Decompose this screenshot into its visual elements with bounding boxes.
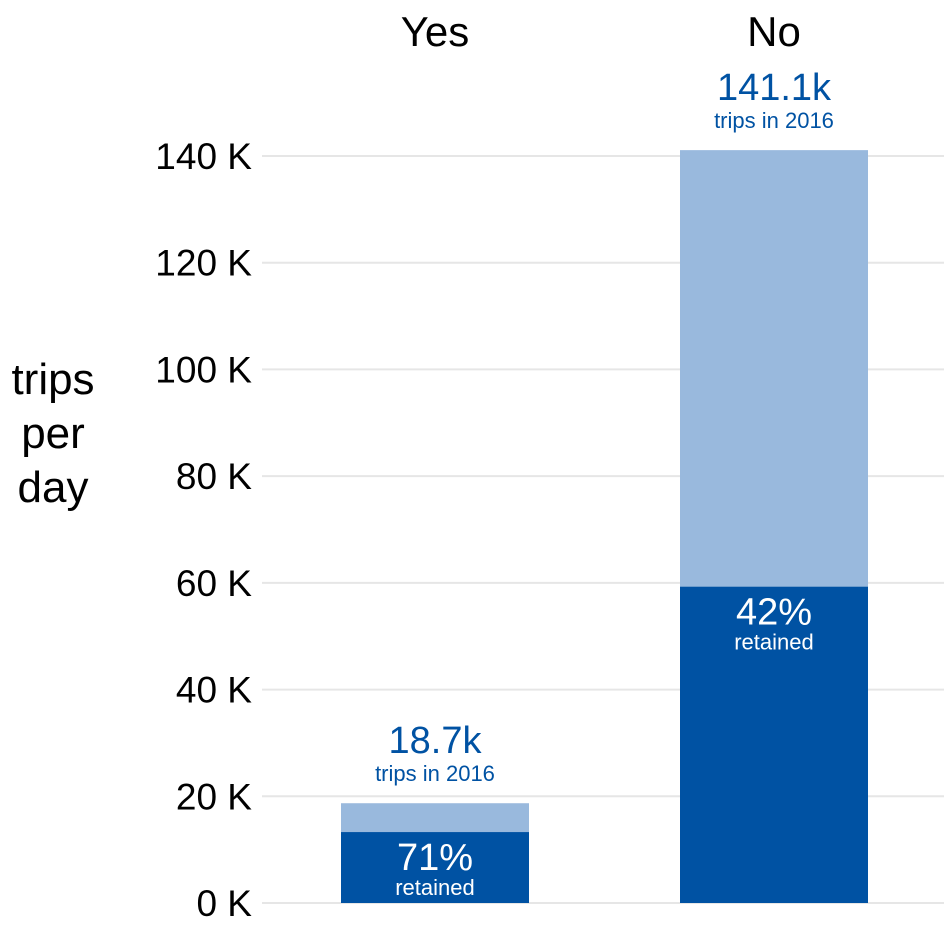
retained-sub-label: retained xyxy=(395,875,475,900)
y-tick-label: 40 K xyxy=(176,670,252,711)
bar-retained-segment xyxy=(680,586,868,903)
y-tick-label: 80 K xyxy=(176,456,252,497)
total-value-label: 18.7k xyxy=(389,720,483,762)
bar-remaining-segment xyxy=(680,150,868,587)
total-sub-label: trips in 2016 xyxy=(714,108,834,133)
retained-sub-label: retained xyxy=(734,630,814,655)
y-axis-label-line-1: trips xyxy=(11,355,94,404)
y-tick-label: 140 K xyxy=(155,136,252,177)
bar-remaining-segment xyxy=(341,803,529,833)
category-labels: Yes No xyxy=(401,8,801,55)
bars xyxy=(341,150,868,903)
total-sub-label: trips in 2016 xyxy=(375,761,495,786)
y-tick-label: 120 K xyxy=(155,243,252,284)
retained-percent-label: 71% xyxy=(397,837,473,879)
y-tick-label: 0 K xyxy=(196,883,252,924)
category-label: No xyxy=(747,8,801,55)
y-tick-label: 20 K xyxy=(176,776,252,817)
category-label: Yes xyxy=(401,8,470,55)
total-value-label: 141.1k xyxy=(717,67,832,109)
y-axis-label-line-2: per xyxy=(21,409,85,458)
y-tick-label: 100 K xyxy=(155,349,252,390)
y-axis-ticks: 0 K 20 K 40 K 60 K 80 K 100 K 120 K 140 K xyxy=(155,136,252,924)
y-tick-label: 60 K xyxy=(176,563,252,604)
bar-retained-segment xyxy=(341,832,529,903)
y-axis-label-line-3: day xyxy=(18,463,89,512)
gridlines xyxy=(262,155,944,904)
retained-percent-label: 42% xyxy=(736,592,812,634)
